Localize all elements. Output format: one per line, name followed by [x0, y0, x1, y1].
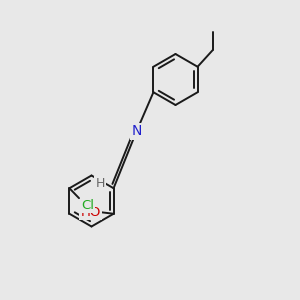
Text: Cl: Cl [81, 199, 94, 212]
Text: H: H [95, 177, 105, 190]
Text: N: N [131, 124, 142, 138]
Text: HO: HO [80, 206, 101, 219]
